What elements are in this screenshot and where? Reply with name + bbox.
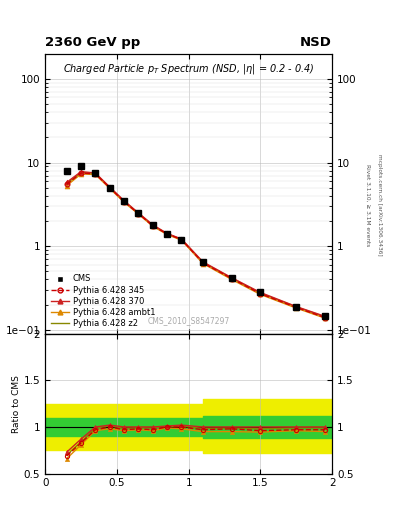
Text: CMS_2010_S8547297: CMS_2010_S8547297 [147, 316, 230, 325]
Text: Charged Particle p$_\mathregular{T}$ Spectrum (NSD, $|\eta|$ = 0.2 - 0.4): Charged Particle p$_\mathregular{T}$ Spe… [63, 62, 314, 76]
Y-axis label: Ratio to CMS: Ratio to CMS [12, 375, 21, 433]
Legend: CMS, Pythia 6.428 345, Pythia 6.428 370, Pythia 6.428 ambt1, Pythia 6.428 z2: CMS, Pythia 6.428 345, Pythia 6.428 370,… [50, 273, 157, 330]
Text: 2360 GeV pp: 2360 GeV pp [45, 36, 140, 49]
Text: mcplots.cern.ch [arXiv:1306.3436]: mcplots.cern.ch [arXiv:1306.3436] [377, 154, 382, 255]
Text: NSD: NSD [300, 36, 332, 49]
Text: Rivet 3.1.10, ≥ 3.1M events: Rivet 3.1.10, ≥ 3.1M events [365, 164, 370, 246]
